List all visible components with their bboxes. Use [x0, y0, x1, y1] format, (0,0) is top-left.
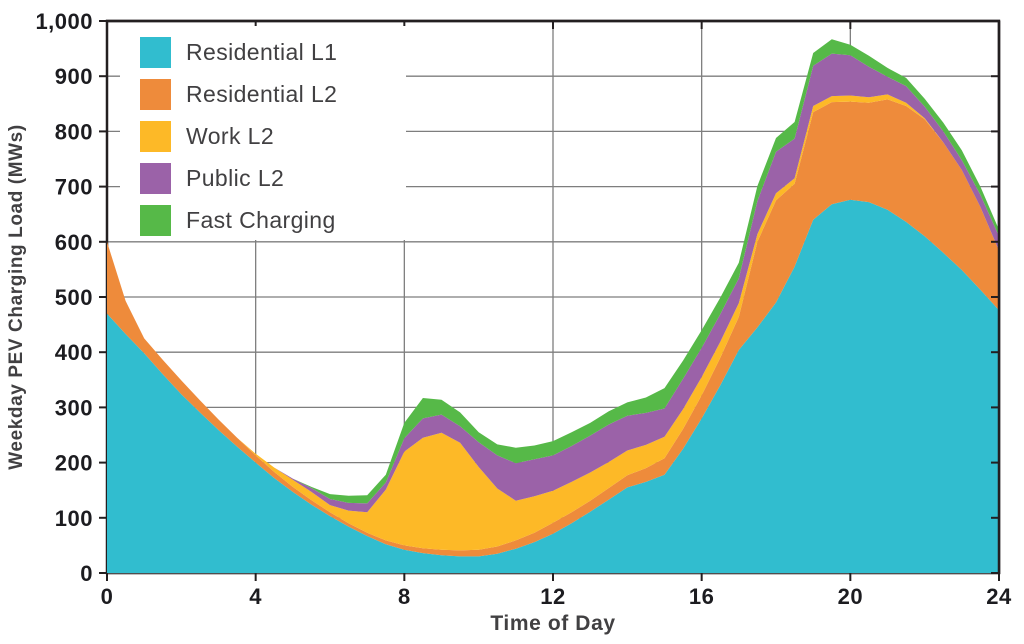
axis-ticks: [99, 20, 1000, 581]
y-tick-label: 400: [55, 340, 93, 365]
area-fast-charging: [107, 39, 999, 504]
x-tick-label: 16: [689, 584, 714, 609]
legend-item-public-l2: Public L2: [140, 157, 406, 199]
area-residential-l1: [107, 199, 999, 574]
y-tick-label: 600: [55, 230, 93, 255]
legend-label: Public L2: [186, 164, 285, 191]
legend-swatch-work-l2: [140, 120, 171, 152]
x-tick-label: 0: [101, 584, 114, 609]
y-tick-label: 800: [55, 119, 93, 144]
x-tick-label: 8: [398, 584, 411, 609]
x-tick-labels: 0 4 8 12 16 20 24: [101, 584, 1012, 609]
area-series: [107, 39, 999, 574]
legend-label: Residential L2: [186, 80, 338, 107]
y-tick-label: 200: [55, 451, 93, 476]
x-tick-label: 24: [986, 584, 1012, 609]
legend-swatch-residential-l1: [140, 36, 171, 68]
legend-item-work-l2: Work L2: [140, 115, 406, 157]
legend-label: Fast Charging: [186, 206, 336, 233]
y-tick-label: 0: [80, 561, 93, 586]
y-tick-label: 500: [55, 285, 93, 310]
legend-item-residential-l2: Residential L2: [140, 73, 406, 115]
y-axis-title: Weekday PEV Charging Load (MWs): [6, 124, 27, 470]
y-tick-label: 300: [55, 395, 93, 420]
y-tick-labels: 0 100 200 300 400 500 600 700 800 900 1,000: [35, 9, 93, 586]
x-tick-label: 20: [838, 584, 863, 609]
x-tick-label: 12: [540, 584, 565, 609]
y-tick-label: 700: [55, 175, 93, 200]
legend-item-residential-l1: Residential L1: [140, 31, 406, 73]
legend-swatch-public-l2: [140, 162, 171, 194]
legend-item-fast-charging: Fast Charging: [140, 199, 406, 241]
y-tick-label: 900: [55, 64, 93, 89]
legend-swatch-residential-l2: [140, 78, 171, 110]
y-tick-label: 100: [55, 506, 93, 531]
legend-swatch-fast-charging: [140, 204, 171, 236]
legend-label: Residential L1: [186, 38, 338, 65]
area-public-l2: [107, 53, 999, 513]
x-tick-label: 4: [249, 584, 262, 609]
area-residential-l2: [107, 99, 999, 557]
x-axis-title: Time of Day: [490, 612, 616, 635]
legend-label: Work L2: [186, 122, 275, 149]
legend: Residential L1 Residential L2 Work L2 Publi…: [120, 26, 406, 240]
y-tick-label: 1,000: [35, 9, 93, 34]
